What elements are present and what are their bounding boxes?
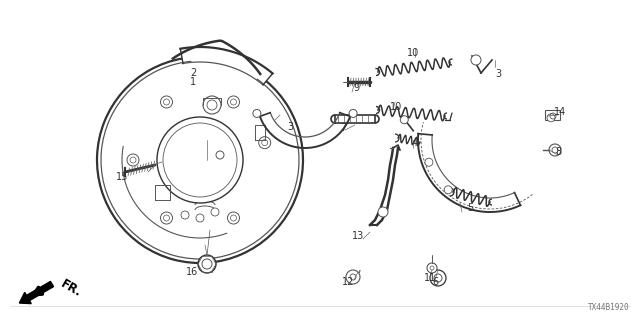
Circle shape [161, 96, 173, 108]
Text: 12: 12 [342, 277, 354, 287]
FancyArrow shape [19, 281, 54, 304]
Text: 11: 11 [424, 273, 436, 283]
Circle shape [253, 109, 261, 117]
Circle shape [400, 116, 408, 124]
Circle shape [198, 255, 216, 273]
Circle shape [127, 154, 139, 166]
Text: 3: 3 [287, 122, 293, 132]
Text: 8: 8 [555, 147, 561, 157]
Circle shape [346, 270, 360, 284]
Text: 14: 14 [554, 107, 566, 117]
Circle shape [427, 263, 437, 273]
FancyBboxPatch shape [545, 110, 561, 121]
Circle shape [547, 114, 555, 122]
Text: 3: 3 [495, 69, 501, 79]
Text: 4: 4 [412, 138, 418, 148]
Circle shape [216, 151, 224, 159]
Text: 16: 16 [186, 267, 198, 277]
Text: 7: 7 [340, 123, 346, 133]
Text: 5: 5 [467, 203, 473, 213]
Text: FR.: FR. [58, 277, 84, 299]
Circle shape [549, 144, 561, 156]
Circle shape [349, 109, 357, 117]
Circle shape [227, 212, 239, 224]
Circle shape [211, 208, 219, 216]
Circle shape [471, 55, 481, 65]
Text: 9: 9 [353, 83, 359, 93]
Circle shape [378, 207, 388, 217]
Text: 10: 10 [390, 102, 402, 112]
Circle shape [203, 96, 221, 114]
Circle shape [425, 158, 433, 166]
Circle shape [430, 270, 446, 286]
Text: TX44B1920: TX44B1920 [588, 303, 630, 312]
Circle shape [259, 137, 271, 149]
Text: 1: 1 [190, 77, 196, 87]
Circle shape [181, 211, 189, 219]
Circle shape [157, 117, 243, 203]
Text: 6: 6 [432, 277, 438, 287]
Circle shape [227, 96, 239, 108]
Circle shape [550, 147, 558, 155]
Text: 10: 10 [407, 48, 419, 58]
Text: 15: 15 [116, 172, 128, 182]
Text: 2: 2 [190, 68, 196, 78]
Text: 13: 13 [352, 231, 364, 241]
Circle shape [444, 186, 452, 194]
Circle shape [161, 212, 173, 224]
Circle shape [196, 214, 204, 222]
